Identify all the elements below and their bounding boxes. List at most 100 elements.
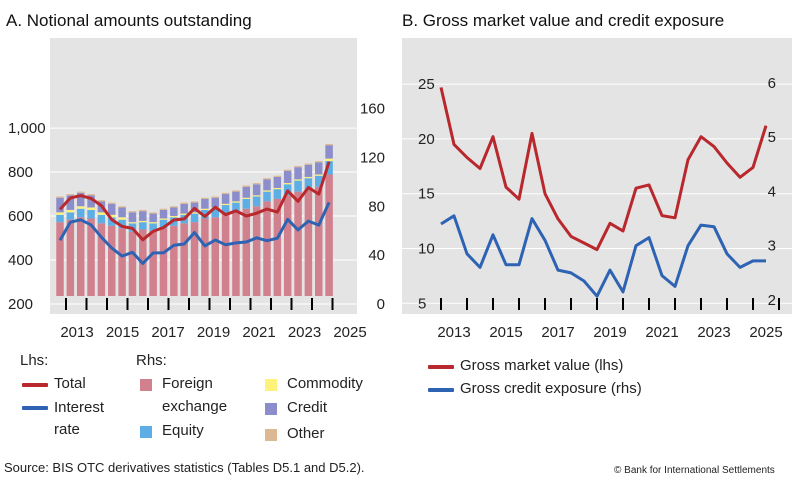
panel-a-bar-equity [273,189,282,199]
legend-gross-market-value-label: Gross market value (lhs) [460,357,624,374]
panel-b-x-tick-label: 2015 [489,324,522,341]
panel-a-bar-foreign-exchange [263,201,271,296]
panel-a-bar-credit [66,195,75,210]
panel-b-title: B. Gross market value and credit exposur… [402,11,724,30]
panel-a-bar-foreign-exchange [190,222,199,296]
panel-b-line-gross-credit-exposure [440,214,766,298]
panel-a-x-tick-label: 2025 [333,324,366,341]
legend-commodity-label: Commodity [287,375,363,392]
panel-a-bar-foreign-exchange [128,231,137,296]
legend-interest-rate-label-2: rate [54,421,80,438]
panel-b-x-tick-label: 2017 [541,324,574,341]
panel-a-bar-foreign-exchange [66,219,75,296]
panel-a-bar-commodity [149,222,157,224]
panel-a-bar-foreign-exchange [315,186,323,296]
panel-a-bar-equity [149,223,157,231]
panel-a-bar-foreign-exchange [201,218,209,296]
legend-gross-market-value-swatch [428,365,454,369]
panel-a-bar-commodity [221,203,230,206]
panel-a-bar-other [56,196,64,198]
panel-a-bar-other [294,165,302,168]
panel-a-bar-foreign-exchange [232,211,240,296]
panel-b-x-tick-label: 2023 [697,324,730,341]
panel-a-bar-commodity [108,214,116,218]
panel-a-bar-credit [211,197,219,208]
legend-commodity-swatch [265,379,277,391]
panel-a-x-tick-label: 2013 [60,324,93,341]
panel-a-bar-credit [118,207,126,218]
panel-a-bar-foreign-exchange [252,206,261,296]
panel-a-bar-foreign-exchange [76,217,85,296]
legend-foreign-exchange-swatch [140,379,152,391]
panel-b-lhs-tick-label: 25 [418,76,435,93]
panel-a-bar-other [252,183,261,185]
panel-a-bar-other [221,192,230,195]
panel-b-rhs-tick-label: 5 [768,129,776,146]
legend-interest-rate-label-1: Interest [54,399,105,416]
panel-a-bar-other [273,175,282,177]
panel-a-bar-other [190,201,199,203]
panel-a-bar-equity [87,209,95,219]
panel-b-lhs-tick-label: 15 [418,186,435,203]
legend-rhs-header: Rhs: [136,352,167,369]
panel-b-lhs-tick-label: 10 [418,241,435,258]
panel-a-bar-other [118,206,126,208]
panel-a-bar-equity [139,222,147,230]
panel-a-bar-commodity [201,208,209,210]
panel-a-x-tick-label: 2019 [197,324,230,341]
panel-a-bar-credit [304,164,313,177]
panel-a-bar-credit [87,195,95,208]
panel-a-bar-other [304,163,313,165]
panel-a-bar-commodity [273,187,282,190]
panel-b-line-gross-market-value [439,87,768,252]
panel-a-bar-commodity [232,201,240,203]
panel-a-bar-equity [221,205,230,214]
legend-credit-swatch [265,403,277,415]
panel-a-bar-equity [66,212,75,220]
panel-a-bar-equity [232,202,240,212]
panel-a-bar-foreign-exchange [118,228,126,296]
panel-a-bar-equity [118,219,126,229]
panel-b-x-tick-label: 2013 [437,324,470,341]
panel-a-bar-commodity [180,213,188,215]
panel-a-bar-foreign-exchange [149,230,157,296]
panel-a-bar-foreign-exchange [211,217,219,296]
panel-a-bar-other [263,178,271,180]
panel-a-bar-credit [56,197,64,213]
panel-a-bar-commodity [87,207,95,210]
panel-a-bar-commodity [283,183,292,185]
panel-a-x-tick-label: 2017 [151,324,184,341]
source-note: Source: BIS OTC derivatives statistics (… [4,460,365,475]
panel-a-bar-equity [304,178,313,190]
panel-a-bar-other [97,200,106,202]
legend-interest-rate-swatch [22,406,48,410]
panel-b-plot-area [402,38,792,314]
panel-a-bar-credit [283,170,292,184]
panel-a-bar-foreign-exchange [170,225,178,296]
legend-equity-label: Equity [162,422,204,439]
panel-a-bar-equity [159,219,168,229]
panel-b-x-tick-label: 2025 [749,324,782,341]
panel-a-marks: 200 400 600 800 1,000 0 40 80 120 160 2013 2015 2017… [8,101,385,341]
panel-b-rhs-tick-label: 2 [768,292,776,309]
panel-a-bar-commodity [252,195,261,197]
panel-a-bar-commodity [315,174,323,176]
panel-a-bar-commodity [170,216,178,218]
panel-b-rhs-tick-label: 4 [768,183,776,200]
panel-b-rhs-tick-label: 6 [768,75,776,92]
panel-a-bar-foreign-exchange [294,191,302,296]
legend-total-label: Total [54,375,86,392]
panel-a-bar-commodity [325,158,333,162]
panel-a-bar-credit [242,186,251,198]
panel-a-lhs-tick-label: 400 [8,252,33,269]
panel-a-bar-foreign-exchange [221,213,230,296]
panel-a-bar-other [87,194,95,196]
panel-a-bar-other [170,206,178,208]
panel-a-bar-other [76,191,85,193]
panel-a-bar-commodity [294,179,302,181]
panel-a-lhs-tick-label: 600 [8,208,33,225]
panel-a-bar-foreign-exchange [159,228,168,296]
panel-a-rhs-tick-label: 80 [368,198,385,215]
panel-a-bar-foreign-exchange [56,222,64,296]
panel-a-bar-equity [211,208,219,218]
